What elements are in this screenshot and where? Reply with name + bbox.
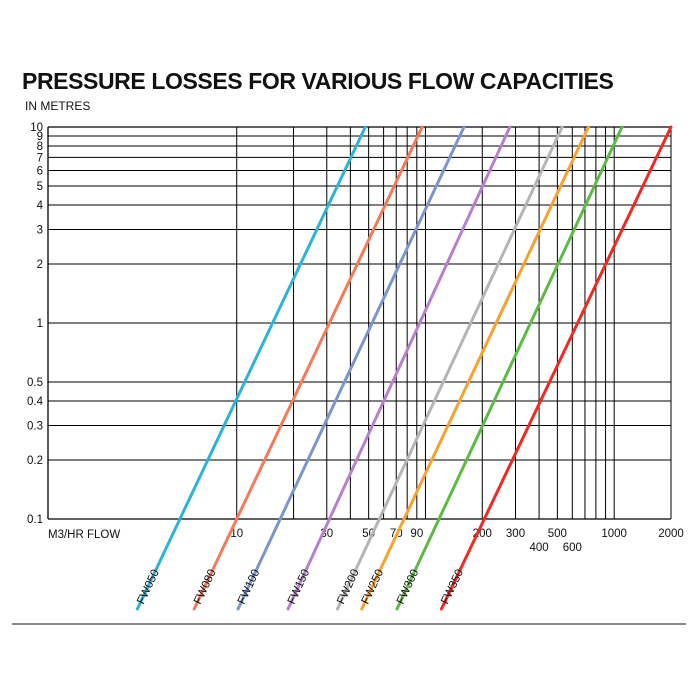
series-label-fw100: FW100 [236,568,263,607]
y-tick-label: 5 [37,181,43,193]
y-tick-label: 4 [37,200,44,212]
x-tick-label: 90 [410,528,423,540]
x-tick-label: 600 [563,542,582,554]
y-tick-label: 3 [37,224,43,236]
x-axis-title: M3/HR FLOW [48,529,120,541]
series-line-fw200 [377,125,564,521]
series-label-fw050: FW050 [135,568,162,607]
y-tick-label: 10 [30,122,43,134]
series-line-fw350 [482,125,673,521]
y-tick-label: 0.5 [27,377,43,389]
series-label-fw350: FW350 [439,568,466,607]
series-line-fw080 [235,125,424,521]
series-label-fw200: FW200 [335,568,362,607]
y-tick-label: 1 [37,318,43,330]
y-tick-label: 8 [37,141,43,153]
y-tick-label: 2 [37,259,43,271]
series-label-fw250: FW250 [360,568,387,607]
series-lines [178,125,673,521]
x-tick-label: 500 [548,528,567,540]
series-extension-fw250 [360,517,406,611]
y-tick-label: 0.1 [27,514,43,526]
grid-lines [47,126,672,520]
series-extension-fw100 [236,517,282,611]
y-tick-label: 0.2 [27,455,43,467]
chart-title-text: PRESSURE LOSSES FOR VARIOUS FLOW CAPACIT… [22,68,614,94]
series-line-fw050 [178,125,367,521]
series-extension-fw200 [335,517,381,611]
series-line-fw300 [437,125,624,521]
series-label-fw150: FW150 [286,568,312,607]
x-tick-label: 1000 [601,528,627,540]
series-extension-fw300 [395,517,441,611]
series-extension-fw150 [286,517,331,611]
y-tick-label: 0.3 [27,420,43,432]
x-tick-label: 300 [506,528,525,540]
series-extension-fw350 [439,517,486,611]
series-label-fw080: FW080 [192,568,219,607]
x-tick-label: 400 [529,542,548,554]
series-label-fw300: FW300 [395,568,422,607]
series-line-fw250 [402,125,590,521]
y-axis-unit-label: IN METRES [25,99,91,113]
series-extension-fw080 [192,517,239,611]
y-tick-label: 7 [37,152,43,164]
series-line-fw150 [327,125,512,521]
bottom-divider [12,623,686,625]
y-tick-label: 0.4 [27,396,44,408]
x-tick-label: 2000 [658,528,684,540]
x-tick-label: 10 [230,528,243,540]
y-tick-label: 6 [37,165,43,177]
series-line-fw100 [278,125,466,521]
y-tick-label: 9 [37,131,43,143]
series-extension-fw050 [135,517,182,611]
